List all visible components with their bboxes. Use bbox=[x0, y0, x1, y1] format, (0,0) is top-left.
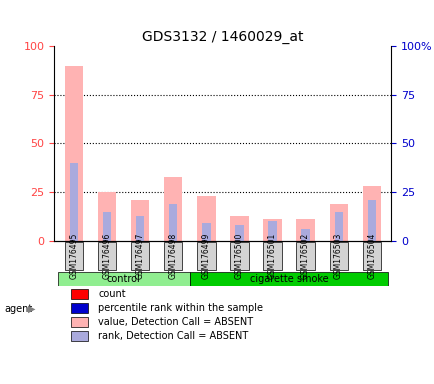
Text: GSM176504: GSM176504 bbox=[366, 233, 375, 279]
FancyBboxPatch shape bbox=[263, 242, 281, 270]
Bar bbox=[71, 289, 88, 299]
Bar bbox=[169, 204, 177, 241]
Bar bbox=[230, 215, 248, 241]
Bar bbox=[103, 212, 111, 241]
Bar bbox=[235, 225, 243, 241]
FancyBboxPatch shape bbox=[65, 242, 83, 270]
Bar bbox=[268, 222, 276, 241]
FancyBboxPatch shape bbox=[190, 271, 387, 286]
Text: GSM176497: GSM176497 bbox=[135, 233, 145, 279]
Bar bbox=[367, 200, 375, 241]
FancyBboxPatch shape bbox=[362, 242, 380, 270]
Bar bbox=[98, 192, 116, 241]
Bar bbox=[71, 331, 88, 341]
Bar bbox=[202, 223, 210, 241]
Bar bbox=[301, 229, 309, 241]
Text: ▶: ▶ bbox=[28, 304, 36, 314]
FancyBboxPatch shape bbox=[197, 242, 215, 270]
Text: GSM176503: GSM176503 bbox=[333, 233, 342, 279]
Bar bbox=[164, 177, 182, 241]
Bar bbox=[131, 200, 149, 241]
Text: agent: agent bbox=[4, 304, 33, 314]
FancyBboxPatch shape bbox=[230, 242, 248, 270]
Text: value, Detection Call = ABSENT: value, Detection Call = ABSENT bbox=[98, 317, 253, 327]
Bar bbox=[334, 212, 342, 241]
FancyBboxPatch shape bbox=[164, 242, 182, 270]
Bar bbox=[71, 317, 88, 327]
Bar bbox=[70, 163, 78, 241]
Bar bbox=[263, 219, 281, 241]
FancyBboxPatch shape bbox=[58, 271, 190, 286]
Bar bbox=[362, 186, 380, 241]
Bar bbox=[197, 196, 215, 241]
Bar bbox=[329, 204, 347, 241]
Text: GSM176499: GSM176499 bbox=[201, 233, 210, 279]
Title: GDS3132 / 1460029_at: GDS3132 / 1460029_at bbox=[142, 30, 303, 44]
Text: control: control bbox=[107, 274, 140, 284]
Text: count: count bbox=[98, 290, 125, 300]
FancyBboxPatch shape bbox=[296, 242, 314, 270]
FancyBboxPatch shape bbox=[131, 242, 149, 270]
Text: percentile rank within the sample: percentile rank within the sample bbox=[98, 303, 263, 313]
Text: GSM176496: GSM176496 bbox=[102, 233, 112, 279]
Text: GSM176498: GSM176498 bbox=[168, 233, 178, 279]
Text: GSM176501: GSM176501 bbox=[267, 233, 276, 279]
Text: GSM176502: GSM176502 bbox=[300, 233, 309, 279]
FancyBboxPatch shape bbox=[329, 242, 347, 270]
Bar bbox=[71, 303, 88, 313]
FancyBboxPatch shape bbox=[98, 242, 116, 270]
Bar bbox=[65, 66, 83, 241]
Bar bbox=[296, 219, 314, 241]
Bar bbox=[136, 215, 144, 241]
Text: GSM176500: GSM176500 bbox=[234, 233, 243, 279]
Text: GSM176495: GSM176495 bbox=[69, 233, 79, 279]
Text: rank, Detection Call = ABSENT: rank, Detection Call = ABSENT bbox=[98, 331, 248, 341]
Text: cigarette smoke: cigarette smoke bbox=[249, 274, 328, 284]
